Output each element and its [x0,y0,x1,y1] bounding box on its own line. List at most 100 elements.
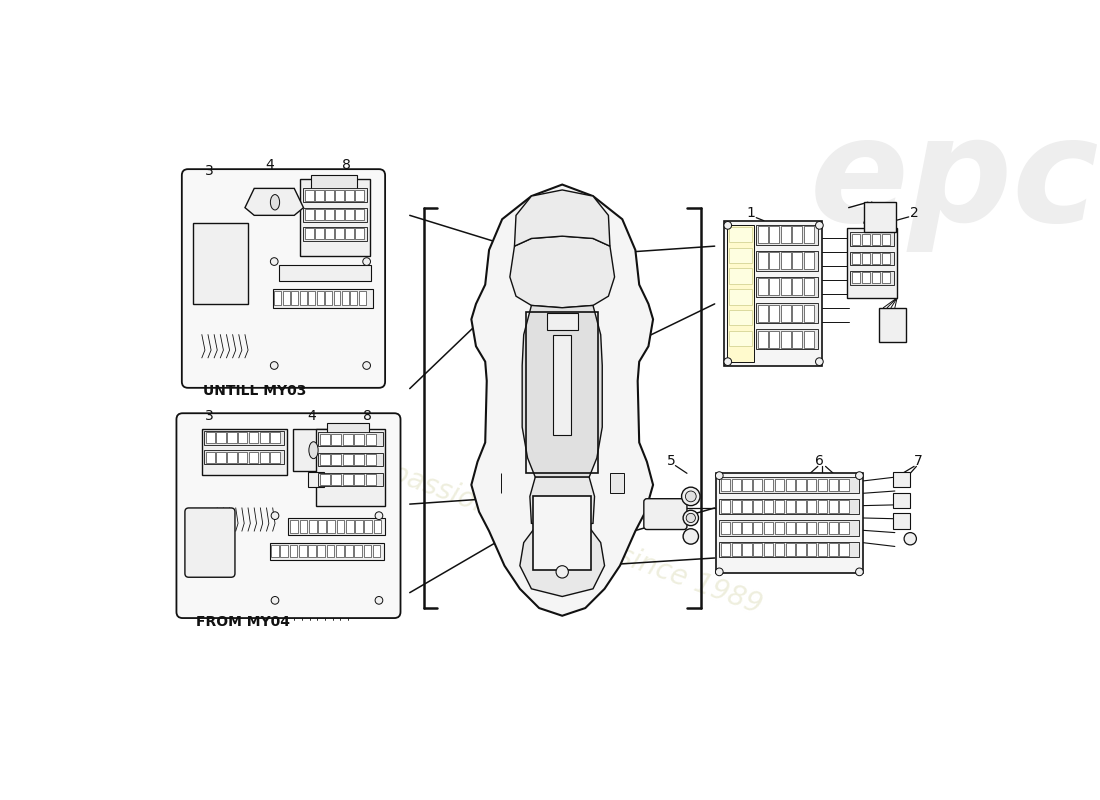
Circle shape [683,529,698,544]
Circle shape [271,597,279,604]
Bar [304,208,366,222]
Bar [318,520,326,533]
Text: 4: 4 [307,409,316,422]
Bar [781,305,791,322]
Bar [326,209,333,220]
Bar [732,500,741,513]
Bar [728,290,752,305]
Bar [526,312,598,474]
Bar [871,253,880,264]
Bar [796,543,805,556]
Bar [260,433,268,443]
Bar [354,474,364,485]
Bar [769,331,779,348]
Bar [345,190,353,201]
Bar [328,520,336,533]
Bar [758,331,768,348]
Bar [882,234,890,245]
Bar [283,291,289,306]
Bar [807,478,816,491]
Bar [316,429,385,506]
Bar [754,543,762,556]
Circle shape [724,358,732,366]
Bar [289,545,297,558]
Bar [305,209,314,220]
Bar [720,478,730,491]
Bar [792,305,803,322]
Bar [333,291,341,306]
Bar [781,331,791,348]
Ellipse shape [271,194,279,210]
Text: UNTILL MY03: UNTILL MY03 [204,384,307,398]
Bar [774,478,784,491]
Circle shape [856,472,864,479]
Bar [804,331,814,348]
Bar [785,543,794,556]
Circle shape [715,472,723,479]
Bar [337,520,344,533]
Bar [763,478,773,491]
Bar [727,225,754,362]
Bar [785,500,794,513]
Bar [331,474,341,485]
Bar [728,248,752,263]
Bar [311,175,358,190]
Bar [366,474,376,485]
Bar [290,520,298,533]
Bar [299,545,307,558]
Bar [850,251,894,266]
Bar [238,433,248,443]
Text: 6: 6 [815,454,824,468]
Bar [757,250,818,270]
Bar [309,520,317,533]
Bar [850,232,894,246]
Bar [763,500,773,513]
Bar [205,431,284,445]
Bar [796,500,805,513]
Bar [366,454,376,465]
Bar [742,478,751,491]
Bar [796,522,805,534]
Bar [785,478,794,491]
Bar [326,291,332,306]
Circle shape [856,568,864,576]
Bar [758,305,768,322]
Bar [292,291,298,306]
Bar [716,474,862,574]
Bar [865,202,896,231]
Bar [828,500,838,513]
Bar [205,450,284,464]
Polygon shape [515,190,609,246]
Bar [818,478,827,491]
Circle shape [271,362,278,370]
Bar [331,434,341,445]
Bar [202,429,286,475]
Bar [327,545,334,558]
Bar [318,453,383,466]
Polygon shape [245,188,304,215]
Bar [280,545,288,558]
Bar [249,452,258,462]
Bar [364,520,372,533]
Polygon shape [522,306,603,477]
Text: 5: 5 [668,454,675,468]
Bar [342,291,349,306]
Bar [754,478,762,491]
Bar [192,223,249,304]
Bar [547,313,578,330]
Bar [880,308,906,342]
Bar [754,522,762,534]
Bar [804,226,814,243]
Circle shape [682,487,700,506]
Bar [206,433,214,443]
Circle shape [375,597,383,604]
Bar [304,188,366,202]
Bar [305,190,314,201]
Bar [271,452,279,462]
Bar [336,545,343,558]
Bar [274,291,282,306]
Text: 8: 8 [342,158,351,172]
Bar [304,227,366,241]
Bar [273,289,373,308]
Bar [871,234,880,245]
